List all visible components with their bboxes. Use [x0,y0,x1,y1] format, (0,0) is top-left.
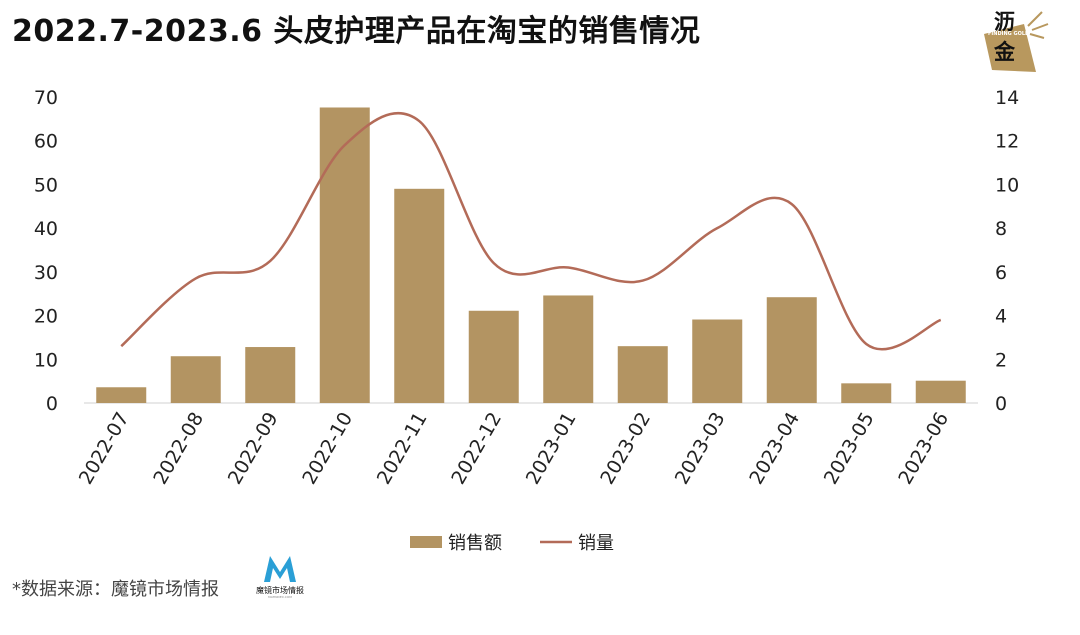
y-right-tick-label: 4 [995,306,1007,328]
x-tick-label: 2022-09 [224,409,283,489]
y-left-tick-label: 10 [34,349,58,371]
y-left-tick-label: 60 [34,131,58,153]
y-right-tick-label: 8 [995,218,1007,240]
bar-2023-05 [841,383,892,403]
x-tick-label: 2023-02 [596,409,655,489]
x-tick-label: 2022-12 [447,409,506,489]
y-left-tick-label: 30 [34,262,58,284]
x-tick-label: 2023-04 [745,409,804,489]
source-logo-name: 魔镜市场情报 [256,586,304,595]
source-logo-sub: MATINDEX.COM [268,595,292,599]
series-line-sales-volume [120,111,942,351]
x-tick-label: 2023-03 [671,409,730,489]
x-tick-label: 2022-07 [75,409,134,489]
source-logo: 魔镜市场情报 MATINDEX.COM [250,552,310,600]
bar-2022-09 [245,347,296,403]
legend-swatch-bar [410,536,442,548]
bar-2023-04 [766,297,817,403]
x-tick-label: 2022-11 [373,409,432,489]
y-left-tick-label: 70 [34,87,58,109]
logo-char-2: 金 [994,40,1015,64]
bar-2022-08 [170,356,221,403]
x-tick-label: 2023-05 [820,409,879,489]
y-right-tick-label: 2 [995,349,1007,371]
y-right-tick-label: 14 [995,87,1019,109]
bar-2023-01 [543,295,594,403]
bar-2022-11 [394,188,445,403]
y-left-tick-label: 40 [34,218,58,240]
bar-2023-02 [617,346,668,403]
x-tick-label: 2023-06 [894,409,953,489]
logo-shape-icon [984,11,1049,72]
y-right-tick-label: 12 [995,131,1019,153]
legend-label-line: 销量 [578,533,614,554]
bar-2022-10 [319,107,370,404]
logo-char-1: 沥 [994,10,1015,34]
y-left-tick-label: 20 [34,306,58,328]
x-tick-label: 2023-01 [522,409,581,489]
x-tick-label: 2022-10 [298,409,357,489]
y-left-tick-label: 0 [46,393,58,415]
legend: 销售额 销量 [410,533,614,554]
y-right-tick-label: 10 [995,174,1019,196]
legend-label-bar: 销售额 [448,533,502,554]
bar-2022-12 [468,310,519,403]
y-left-tick-label: 50 [34,174,58,196]
logo-subtitle: FINDING GOLD [988,31,1030,37]
source-note: *数据来源：魔镜市场情报 [12,579,219,600]
bar-2023-03 [692,319,743,403]
x-tick-label: 2022-08 [149,409,208,489]
bar-2022-07 [96,387,147,403]
bar-2023-06 [915,380,966,403]
matindex-m-icon [264,556,296,582]
chart-title: 2022.7-2023.6 头皮护理产品在淘宝的销售情况 [12,14,701,49]
brand-logo: 沥 金 FINDING GOLD [978,4,1070,74]
y-right-tick-label: 0 [995,393,1007,415]
y-right-tick-label: 6 [995,262,1007,284]
